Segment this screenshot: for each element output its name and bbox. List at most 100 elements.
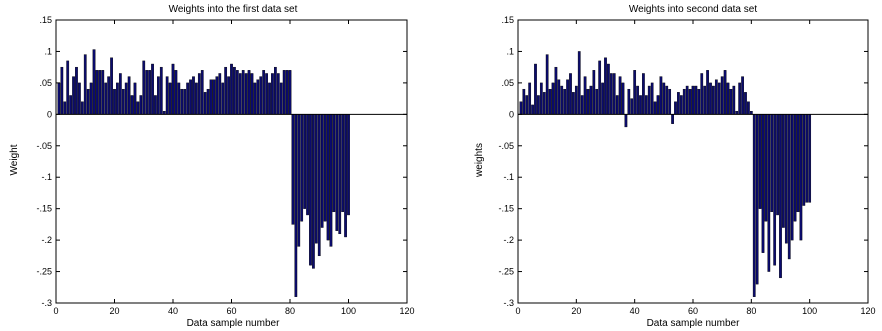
bar <box>148 70 151 115</box>
bar-series <box>56 49 407 297</box>
bar <box>253 82 257 115</box>
x-tick-label: 100 <box>802 306 817 316</box>
y-tick-label: .05 <box>39 78 52 88</box>
bar <box>700 73 704 115</box>
y-tick-label: -.15 <box>498 204 514 214</box>
bar <box>195 82 198 115</box>
bar <box>793 114 797 222</box>
bar <box>679 95 683 115</box>
bar <box>95 70 99 115</box>
bar <box>98 70 102 115</box>
bar <box>320 114 324 228</box>
bar <box>647 85 651 115</box>
bar <box>235 70 239 115</box>
bar <box>717 82 721 115</box>
bar <box>165 76 169 115</box>
bar <box>130 95 134 115</box>
bar <box>89 82 93 115</box>
bar <box>274 66 277 115</box>
chart-weights-second-data-set: Weights into second data set Data sample… <box>474 4 876 329</box>
bar <box>171 63 175 115</box>
bar <box>268 82 271 115</box>
bar <box>276 73 280 115</box>
bar <box>665 85 669 115</box>
bar <box>121 88 125 115</box>
bar <box>574 85 578 115</box>
bar <box>583 76 587 115</box>
bar <box>557 79 561 115</box>
bar <box>741 76 744 115</box>
bar <box>796 114 800 213</box>
bar <box>747 101 750 115</box>
bar <box>534 63 537 115</box>
bar <box>86 88 90 115</box>
bar <box>197 73 201 115</box>
bar <box>531 104 534 115</box>
bar <box>627 88 631 115</box>
y-tick-label: 0 <box>509 109 514 119</box>
y-tick-label: -.05 <box>498 141 514 151</box>
bar <box>323 114 327 222</box>
bar <box>256 79 260 115</box>
bar <box>157 76 160 115</box>
bar <box>554 66 558 115</box>
bar <box>136 101 140 115</box>
bar <box>662 82 666 115</box>
bar <box>761 114 765 253</box>
bar-series <box>518 51 868 297</box>
bar <box>63 101 67 115</box>
bar <box>659 76 663 115</box>
y-tick-label: -.05 <box>36 141 52 151</box>
bar <box>642 73 645 115</box>
bar <box>580 95 584 115</box>
x-axis-label: Data sample number <box>187 318 280 329</box>
bar <box>218 73 222 115</box>
bar <box>291 114 295 225</box>
bar <box>192 76 195 115</box>
bar <box>674 101 677 115</box>
bar <box>770 114 774 213</box>
bar <box>589 85 593 115</box>
plot-area <box>55 19 408 304</box>
bar <box>203 92 207 115</box>
bar <box>221 82 225 115</box>
bar <box>744 92 747 115</box>
axis-ticks: 0 20 40 60 80 100 120 -.3 -.25 -.2 -.15 -.1 -.05 0 .05… <box>36 15 414 316</box>
bar <box>189 79 192 115</box>
bar <box>618 76 622 115</box>
bar <box>732 85 736 115</box>
x-axis-label: Data sample number <box>647 318 740 329</box>
bar <box>726 82 730 115</box>
bar <box>285 70 289 115</box>
bar <box>139 95 143 115</box>
bar <box>183 88 187 115</box>
bar <box>215 76 219 115</box>
bar <box>764 114 768 222</box>
bar <box>297 114 301 247</box>
bar <box>706 70 709 115</box>
bar <box>799 114 803 241</box>
bar <box>288 70 292 115</box>
bar <box>685 85 689 115</box>
x-tick-label: 40 <box>168 306 178 316</box>
bar <box>212 79 216 115</box>
plot-area <box>517 19 869 304</box>
y-axis-label: weights <box>474 143 485 178</box>
bar <box>209 79 213 115</box>
bar <box>612 73 616 115</box>
bar <box>92 49 96 115</box>
y-tick-label: -.2 <box>41 235 52 245</box>
bar <box>344 114 347 238</box>
bar <box>200 70 204 115</box>
bar <box>802 114 806 206</box>
bar <box>691 85 695 115</box>
y-tick-label: -.1 <box>41 172 52 182</box>
bar <box>630 98 634 115</box>
chart-weights-first-data-set: Weights into the first data set Data sam… <box>9 4 415 329</box>
bar <box>326 114 330 241</box>
bar <box>694 85 698 115</box>
bar <box>206 88 210 115</box>
bar <box>247 70 251 115</box>
bar <box>709 82 712 115</box>
